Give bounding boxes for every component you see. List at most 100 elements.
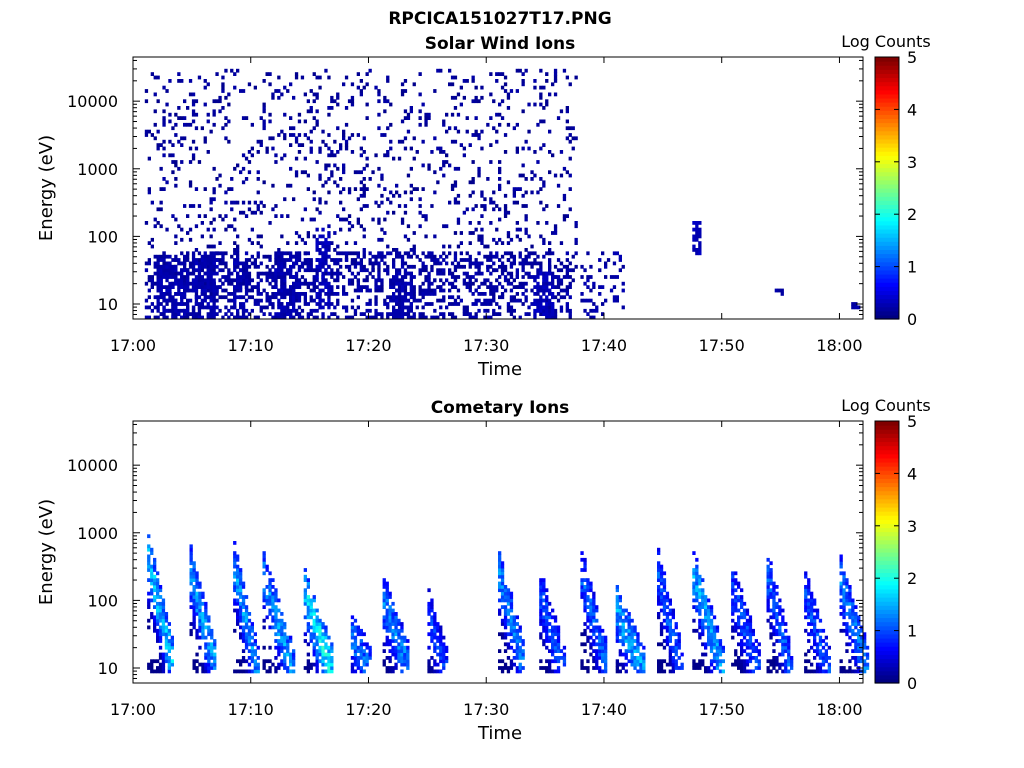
heatmap-cell <box>350 669 355 674</box>
heatmap-cell <box>498 612 502 616</box>
heatmap-cell <box>383 109 387 114</box>
heatmap-cell <box>512 261 516 266</box>
heatmap-cell <box>524 177 528 181</box>
heatmap-cell <box>265 659 269 664</box>
heatmap-cell <box>698 595 702 599</box>
colorbar-segment <box>875 249 899 255</box>
heatmap-cell <box>271 278 275 283</box>
heatmap-cell <box>315 666 319 670</box>
heatmap-cell <box>715 662 720 667</box>
heatmap-cell <box>186 122 190 127</box>
heatmap-cell <box>556 659 561 664</box>
heatmap-cell <box>212 268 216 273</box>
colorbar-segment <box>875 265 899 271</box>
heatmap-cell <box>195 595 199 599</box>
heatmap-cell <box>731 605 735 609</box>
heatmap-cell <box>306 187 310 191</box>
heatmap-cell <box>424 315 428 320</box>
heatmap-cell <box>500 72 505 76</box>
heatmap-cell <box>239 605 243 609</box>
heatmap-cell <box>233 217 237 222</box>
heatmap-cell <box>500 254 505 259</box>
heatmap-cell <box>294 170 299 175</box>
heatmap-cell <box>477 234 481 239</box>
heatmap-cell <box>153 585 157 589</box>
heatmap-cell <box>150 551 154 555</box>
heatmap-cell <box>167 662 171 667</box>
heatmap-cell <box>430 608 434 613</box>
heatmap-cell <box>359 649 363 653</box>
heatmap-cell <box>209 275 213 279</box>
heatmap-cell <box>709 628 714 633</box>
heatmap-cell <box>330 656 334 660</box>
heatmap-cell <box>530 190 534 195</box>
heatmap-cell <box>392 298 396 303</box>
heatmap-cell <box>492 190 496 195</box>
heatmap-cell <box>283 645 287 650</box>
heatmap-cell <box>388 649 392 653</box>
heatmap-cell <box>772 666 776 670</box>
heatmap-cell <box>153 315 157 320</box>
heatmap-cell <box>283 285 287 289</box>
heatmap-cell <box>636 656 640 660</box>
heatmap-cell <box>545 608 549 613</box>
heatmap-cell <box>271 315 275 320</box>
heatmap-cell <box>230 298 234 303</box>
heatmap-cell <box>586 669 590 674</box>
heatmap-cell <box>233 251 237 256</box>
heatmap-cell <box>247 207 252 212</box>
heatmap-cell <box>745 662 750 667</box>
heatmap-cell <box>462 278 466 283</box>
colorbar-segment <box>875 151 899 156</box>
heatmap-cell <box>315 207 319 212</box>
heatmap-cell <box>289 302 293 306</box>
heatmap-cell <box>150 72 154 76</box>
heatmap-cell <box>553 231 558 235</box>
heatmap-cell <box>174 308 178 313</box>
heatmap-cell <box>233 571 237 576</box>
heatmap-cell <box>627 642 631 647</box>
heatmap-cell <box>174 160 178 164</box>
heatmap-cell <box>312 622 316 626</box>
heatmap-cell <box>421 264 425 269</box>
heatmap-cell <box>769 622 773 626</box>
heatmap-cell <box>162 122 166 127</box>
heatmap-cell <box>336 275 340 279</box>
heatmap-cell <box>615 669 619 674</box>
heatmap-cell <box>659 669 664 674</box>
heatmap-cell <box>545 622 549 626</box>
heatmap-cell <box>598 625 602 630</box>
heatmap-cell <box>601 251 605 256</box>
heatmap-cell <box>259 308 263 313</box>
heatmap-cell <box>539 298 543 303</box>
heatmap-cell <box>433 278 437 283</box>
heatmap-cell <box>385 598 389 603</box>
heatmap-cell <box>230 271 234 276</box>
heatmap-cell <box>598 635 602 640</box>
heatmap-cell <box>147 190 151 195</box>
heatmap-cell <box>162 139 166 144</box>
heatmap-cell <box>589 288 593 293</box>
heatmap-cell <box>271 591 275 596</box>
heatmap-cell <box>188 312 193 316</box>
heatmap-cell <box>503 666 508 670</box>
heatmap-cell <box>445 160 449 164</box>
heatmap-cell <box>382 578 386 582</box>
heatmap-cell <box>506 106 511 110</box>
heatmap-cell <box>701 652 705 657</box>
heatmap-cell <box>462 271 466 276</box>
heatmap-cell <box>153 618 157 623</box>
heatmap-cell <box>336 166 340 171</box>
heatmap-cell <box>701 588 705 593</box>
heatmap-cell <box>754 656 758 660</box>
heatmap-cell <box>548 264 552 269</box>
heatmap-cell <box>542 254 546 259</box>
heatmap-cell <box>170 635 174 640</box>
heatmap-cell <box>500 622 505 626</box>
heatmap-cell <box>509 281 514 286</box>
heatmap-cell <box>553 632 558 637</box>
heatmap-cell <box>456 302 461 306</box>
heatmap-cell <box>556 204 561 208</box>
heatmap-cell <box>439 68 443 73</box>
heatmap-cell <box>665 595 670 599</box>
